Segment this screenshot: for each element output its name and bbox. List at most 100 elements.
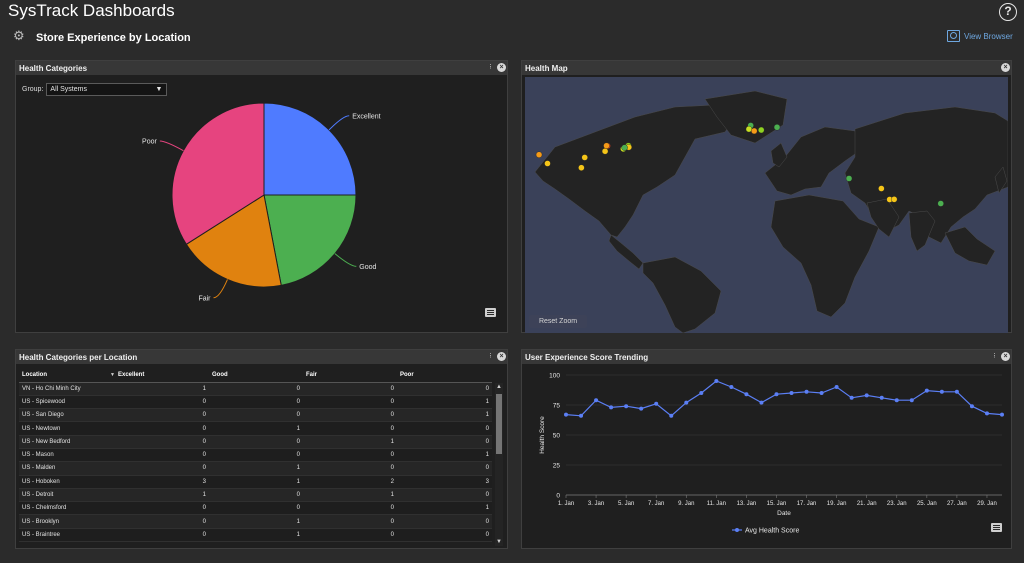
count-cell: 0: [115, 528, 209, 543]
europe: [764, 126, 866, 196]
count-cell: 0: [209, 501, 303, 516]
count-cell: 0: [115, 435, 209, 449]
column-header-fair[interactable]: Fair: [303, 369, 397, 383]
table-scrollbar[interactable]: ▲ ▼: [495, 383, 503, 546]
count-cell: 0: [115, 421, 209, 436]
close-icon[interactable]: ×: [497, 63, 506, 72]
location-cell: US - Hoboken: [19, 475, 115, 489]
map-marker: [890, 196, 898, 203]
count-cell: 0: [115, 501, 209, 516]
group-select[interactable]: All Systems ▼: [46, 83, 168, 96]
health-categories-panel: Health Categories ⁝ × Group: All Systems…: [15, 60, 508, 333]
x-tick-label: 9. Jan: [678, 501, 694, 507]
table-row[interactable]: US - Hoboken 3 1 2 3: [19, 475, 492, 489]
map-marker: [751, 127, 758, 135]
page-title: Store Experience by Location: [36, 32, 191, 44]
resize-handle-icon[interactable]: ⁝: [993, 353, 996, 360]
data-point: [609, 405, 614, 410]
pie-slice-fair: [185, 194, 282, 288]
table-row[interactable]: US - New Bedford 0 0 1 0: [19, 435, 492, 449]
count-cell: 0: [209, 395, 303, 410]
pie-label: Good: [359, 264, 376, 271]
table-row[interactable]: US - San Diego 0 0 0 1: [19, 408, 492, 423]
table-row[interactable]: US - Braintree 0 1 0 0: [19, 528, 492, 543]
location-cell: US - Braintree: [19, 528, 115, 543]
table-row[interactable]: US - Spicewood 0 0 0 1: [19, 395, 492, 410]
data-point: [744, 392, 749, 397]
column-header-excellent[interactable]: Excellent: [115, 369, 209, 383]
table-row[interactable]: US - Chelmsford 0 0 0 1: [19, 501, 492, 516]
view-browser-label: View Browser: [964, 31, 1013, 41]
close-icon[interactable]: ×: [1001, 63, 1010, 72]
map-marker: [845, 175, 853, 182]
location-cell: US - Brooklyn: [19, 514, 115, 529]
resize-handle-icon[interactable]: ⁝: [489, 353, 492, 360]
x-tick-label: 27. Jan: [947, 501, 967, 507]
chart-menu-icon[interactable]: [485, 308, 496, 317]
table-row[interactable]: VN - Ho Chi Minh City 1 0 0 0: [19, 382, 492, 396]
data-point: [984, 411, 989, 416]
scroll-up-icon[interactable]: ▲: [496, 384, 502, 390]
column-header-good[interactable]: Good: [209, 369, 303, 383]
location-cell: US - Newtown: [19, 421, 115, 436]
world-map[interactable]: [525, 77, 1008, 333]
count-cell: 0: [115, 395, 209, 410]
table-row[interactable]: US - Malden 0 1 0 0: [19, 461, 492, 476]
count-cell: 1: [397, 408, 492, 423]
data-point: [909, 398, 914, 403]
count-cell: 1: [303, 488, 397, 503]
table-row[interactable]: US - Brooklyn 0 1 0 0: [19, 514, 492, 529]
count-cell: 1: [209, 475, 303, 489]
count-cell: 0: [209, 448, 303, 463]
x-tick-label: 29. Jan: [977, 501, 997, 507]
resize-handle-icon[interactable]: ⁝: [489, 64, 492, 71]
column-header-poor[interactable]: Poor: [397, 369, 492, 383]
view-browser-link[interactable]: View Browser: [947, 28, 1013, 44]
x-tick-label: 11. Jan: [707, 501, 726, 507]
location-cell: US - Detroit: [19, 488, 115, 503]
x-tick-label: 19. Jan: [827, 501, 847, 507]
scroll-down-icon[interactable]: ▼: [496, 539, 502, 545]
close-icon[interactable]: ×: [1001, 352, 1010, 361]
pie-slice-excellent: [263, 102, 357, 196]
reset-zoom-button[interactable]: Reset Zoom: [529, 315, 587, 328]
data-point: [714, 379, 719, 383]
count-cell: 1: [303, 435, 397, 449]
x-tick-label: 21. Jan: [857, 501, 877, 507]
map-marker: [878, 185, 885, 192]
scroll-thumb[interactable]: [496, 394, 502, 454]
table-body: VN - Ho Chi Minh City 1 0 0 0 US - Spicewood 0…: [19, 382, 492, 543]
count-cell: 0: [397, 488, 492, 503]
gear-icon[interactable]: ⚙: [13, 28, 25, 43]
count-cell: 0: [397, 435, 492, 449]
table-container: Location ▼ Excellent Good Fair Poor VN -…: [19, 369, 494, 547]
data-point: [564, 412, 568, 417]
chart-menu-icon[interactable]: [991, 523, 1002, 532]
app-title: SysTrack Dashboards: [8, 1, 175, 20]
legend-marker: [735, 528, 739, 532]
column-header-location[interactable]: Location ▼: [19, 369, 115, 383]
table-row[interactable]: US - Detroit 1 0 1 0: [19, 488, 492, 503]
count-cell: 1: [209, 528, 303, 543]
map-marker: [544, 160, 551, 167]
panel-header: Health Categories ⁝ ×: [16, 61, 507, 75]
help-icon[interactable]: ?: [999, 3, 1017, 21]
sort-icon[interactable]: ▼: [110, 372, 115, 379]
data-point: [969, 404, 974, 409]
data-point: [819, 391, 824, 395]
map-marker: [773, 124, 781, 131]
count-cell: 0: [209, 488, 303, 503]
health-pie-chart: Excellent Good Fair Poor: [142, 102, 381, 302]
data-point: [1000, 412, 1004, 417]
count-cell: 0: [209, 408, 303, 423]
data-point: [879, 395, 884, 400]
table-row[interactable]: US - Newtown 0 1 0 0: [19, 421, 492, 436]
count-cell: 1: [209, 514, 303, 529]
y-tick-label: 50: [553, 433, 561, 440]
location-cell: US - San Diego: [19, 408, 115, 423]
table-row[interactable]: US - Mason 0 0 0 1: [19, 448, 492, 463]
count-cell: 0: [303, 514, 397, 529]
count-cell: 0: [303, 395, 397, 410]
panel-title: User Experience Score Trending: [525, 352, 649, 362]
close-icon[interactable]: ×: [497, 352, 506, 361]
